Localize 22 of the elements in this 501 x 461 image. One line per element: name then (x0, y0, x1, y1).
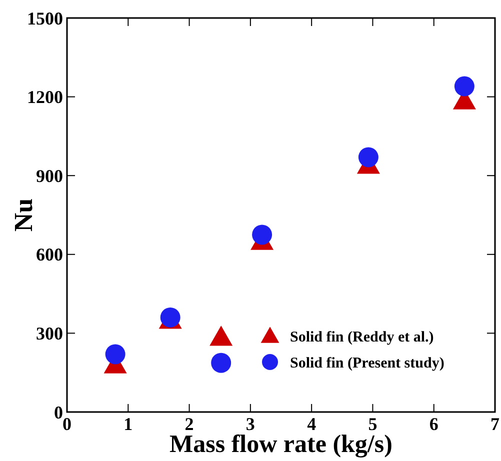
x-tick-label: 6 (429, 414, 438, 434)
x-axis-title: Mass flow rate (kg/s) (170, 431, 392, 458)
point (105, 344, 126, 364)
legend-label: Solid fin (Reddy et al.) (290, 329, 434, 346)
point (454, 76, 474, 96)
x-tick-label: 1 (124, 414, 133, 434)
x-tick-label: 7 (490, 414, 500, 434)
point (210, 326, 233, 346)
y-tick-label: 1500 (27, 8, 63, 28)
x-tick-label: 4 (307, 414, 316, 434)
y-tick-label: 900 (36, 166, 63, 186)
point (358, 147, 378, 168)
x-tick-label: 2 (184, 414, 194, 434)
point (211, 352, 232, 373)
y-tick-label: 1200 (27, 87, 63, 108)
y-axis-title: Nu (9, 198, 38, 232)
y-tick-label: 600 (36, 244, 63, 265)
point (252, 224, 272, 245)
x-tick-label: 5 (368, 414, 378, 434)
legend-label: Solid fin (Present study) (290, 355, 444, 372)
x-tick-label: 3 (246, 414, 255, 434)
y-tick-label: 300 (36, 324, 63, 344)
